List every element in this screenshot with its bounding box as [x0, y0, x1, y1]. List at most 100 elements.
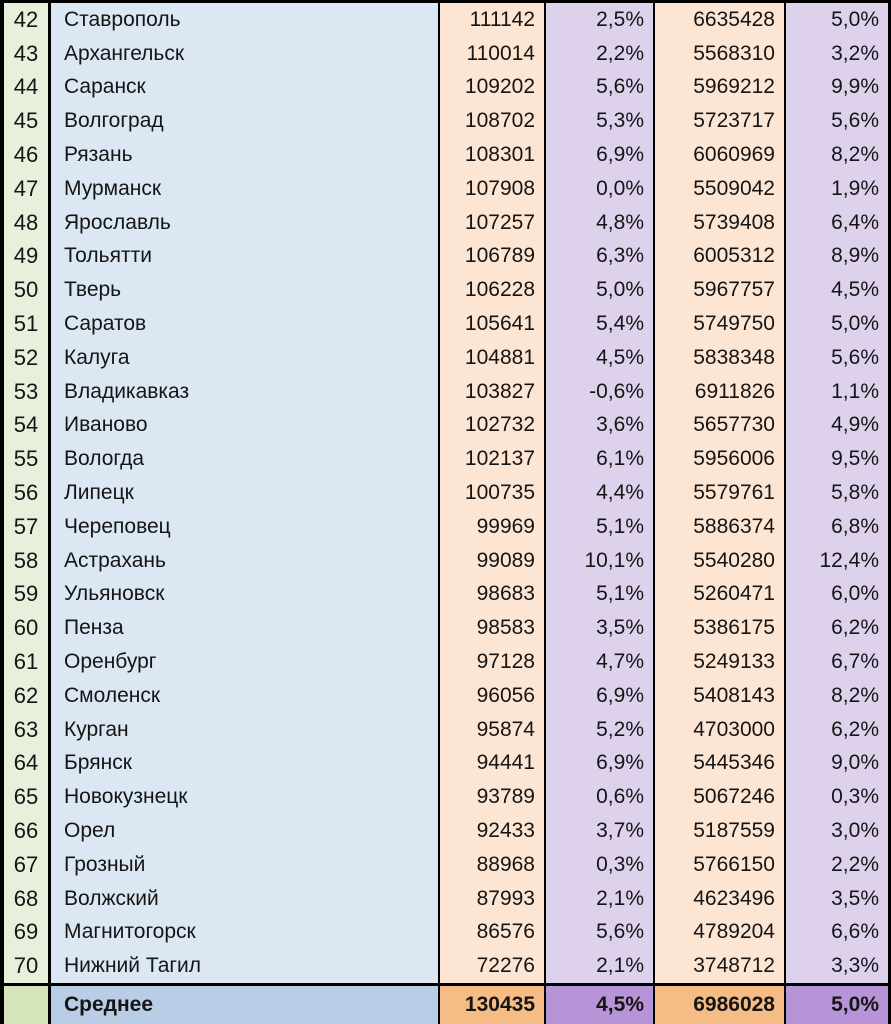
city-cell[interactable]: Вологда	[48, 442, 438, 477]
city-cell[interactable]: Орел	[48, 814, 438, 848]
average-value1-pct-cell[interactable]: 4,5%	[544, 986, 653, 1024]
rank-cell[interactable]: 70	[4, 949, 48, 984]
rank-cell[interactable]: 63	[4, 712, 48, 747]
value2-pct-cell[interactable]: 9,9%	[784, 70, 888, 105]
city-cell[interactable]: Ульяновск	[48, 577, 438, 612]
rank-cell[interactable]: 61	[4, 645, 48, 679]
value2-cell[interactable]: 6005312	[653, 239, 784, 274]
rank-cell[interactable]: 48	[4, 205, 48, 240]
value2-cell[interactable]: 5445346	[653, 746, 784, 781]
value2-pct-cell[interactable]: 8,2%	[784, 678, 888, 713]
value1-cell[interactable]: 108301	[438, 138, 544, 172]
value1-cell[interactable]: 107257	[438, 205, 544, 240]
value2-cell[interactable]: 6911826	[653, 374, 784, 409]
rank-cell[interactable]: 57	[4, 509, 48, 544]
value2-cell[interactable]: 5568310	[653, 36, 784, 71]
value2-cell[interactable]: 5579761	[653, 476, 784, 510]
rank-cell[interactable]: 55	[4, 442, 48, 477]
average-value1-cell[interactable]: 130435	[438, 986, 544, 1024]
rank-cell[interactable]: 67	[4, 847, 48, 882]
value1-cell[interactable]: 105641	[438, 307, 544, 341]
value1-pct-cell[interactable]: -0,6%	[544, 374, 653, 409]
rank-cell[interactable]: 59	[4, 577, 48, 612]
city-cell[interactable]: Калуга	[48, 340, 438, 375]
value1-cell[interactable]: 99089	[438, 543, 544, 578]
value2-pct-cell[interactable]: 5,8%	[784, 476, 888, 510]
value1-cell[interactable]: 88968	[438, 847, 544, 882]
value1-pct-cell[interactable]: 5,6%	[544, 70, 653, 105]
city-cell[interactable]: Саратов	[48, 307, 438, 341]
value1-cell[interactable]: 106789	[438, 239, 544, 274]
value1-pct-cell[interactable]: 2,2%	[544, 36, 653, 71]
rank-cell[interactable]: 56	[4, 476, 48, 510]
value1-pct-cell[interactable]: 3,7%	[544, 814, 653, 848]
rank-cell[interactable]: 64	[4, 746, 48, 781]
rank-cell[interactable]: 49	[4, 239, 48, 274]
value1-cell[interactable]: 110014	[438, 36, 544, 71]
value1-cell[interactable]: 108702	[438, 104, 544, 139]
value2-cell[interactable]: 4789204	[653, 915, 784, 950]
value1-pct-cell[interactable]: 4,8%	[544, 205, 653, 240]
value1-cell[interactable]: 104881	[438, 340, 544, 375]
value1-pct-cell[interactable]: 5,0%	[544, 273, 653, 308]
value2-pct-cell[interactable]: 6,7%	[784, 645, 888, 679]
value2-cell[interactable]: 5749750	[653, 307, 784, 341]
value2-pct-cell[interactable]: 2,2%	[784, 847, 888, 882]
value1-pct-cell[interactable]: 2,1%	[544, 881, 653, 916]
value1-pct-cell[interactable]: 0,6%	[544, 780, 653, 815]
value1-pct-cell[interactable]: 5,1%	[544, 509, 653, 544]
value1-cell[interactable]: 100735	[438, 476, 544, 510]
value2-pct-cell[interactable]: 9,5%	[784, 442, 888, 477]
value2-cell[interactable]: 5540280	[653, 543, 784, 578]
value2-cell[interactable]: 5260471	[653, 577, 784, 612]
rank-cell[interactable]: 42	[4, 3, 48, 37]
rank-cell[interactable]: 68	[4, 881, 48, 916]
city-cell[interactable]: Ставрополь	[48, 3, 438, 37]
value2-cell[interactable]: 5187559	[653, 814, 784, 848]
rank-cell[interactable]: 62	[4, 678, 48, 713]
value1-pct-cell[interactable]: 0,3%	[544, 847, 653, 882]
value2-pct-cell[interactable]: 12,4%	[784, 543, 888, 578]
value1-cell[interactable]: 98683	[438, 577, 544, 612]
city-cell[interactable]: Курган	[48, 712, 438, 747]
rank-cell[interactable]: 52	[4, 340, 48, 375]
rank-cell[interactable]: 46	[4, 138, 48, 172]
city-cell[interactable]: Астрахань	[48, 543, 438, 578]
value1-cell[interactable]: 94441	[438, 746, 544, 781]
city-cell[interactable]: Липецк	[48, 476, 438, 510]
rank-cell[interactable]: 69	[4, 915, 48, 950]
rank-cell[interactable]: 43	[4, 36, 48, 71]
value1-cell[interactable]: 106228	[438, 273, 544, 308]
value2-pct-cell[interactable]: 1,9%	[784, 171, 888, 206]
average-value2-pct-cell[interactable]: 5,0%	[784, 986, 888, 1024]
value2-pct-cell[interactable]: 5,6%	[784, 340, 888, 375]
city-cell[interactable]: Ярославль	[48, 205, 438, 240]
value2-cell[interactable]: 5766150	[653, 847, 784, 882]
value1-cell[interactable]: 102732	[438, 408, 544, 443]
value1-pct-cell[interactable]: 5,1%	[544, 577, 653, 612]
value2-cell[interactable]: 5067246	[653, 780, 784, 815]
city-cell[interactable]: Смоленск	[48, 678, 438, 713]
rank-cell[interactable]: 66	[4, 814, 48, 848]
value1-pct-cell[interactable]: 5,3%	[544, 104, 653, 139]
rank-cell[interactable]: 45	[4, 104, 48, 139]
value2-cell[interactable]: 5956006	[653, 442, 784, 477]
value1-pct-cell[interactable]: 4,5%	[544, 340, 653, 375]
value2-cell[interactable]: 5739408	[653, 205, 784, 240]
value2-pct-cell[interactable]: 3,0%	[784, 814, 888, 848]
city-cell[interactable]: Тверь	[48, 273, 438, 308]
value2-pct-cell[interactable]: 5,6%	[784, 104, 888, 139]
rank-cell[interactable]: 53	[4, 374, 48, 409]
value2-cell[interactable]: 5838348	[653, 340, 784, 375]
value2-pct-cell[interactable]: 6,4%	[784, 205, 888, 240]
value2-cell[interactable]: 5408143	[653, 678, 784, 713]
city-cell[interactable]: Грозный	[48, 847, 438, 882]
city-cell[interactable]: Саранск	[48, 70, 438, 105]
value2-pct-cell[interactable]: 0,3%	[784, 780, 888, 815]
average-rank-cell[interactable]	[4, 986, 48, 1024]
city-cell[interactable]: Брянск	[48, 746, 438, 781]
value2-cell[interactable]: 3748712	[653, 949, 784, 984]
value1-pct-cell[interactable]: 3,6%	[544, 408, 653, 443]
value2-cell[interactable]: 5969212	[653, 70, 784, 105]
value1-pct-cell[interactable]: 3,5%	[544, 611, 653, 646]
